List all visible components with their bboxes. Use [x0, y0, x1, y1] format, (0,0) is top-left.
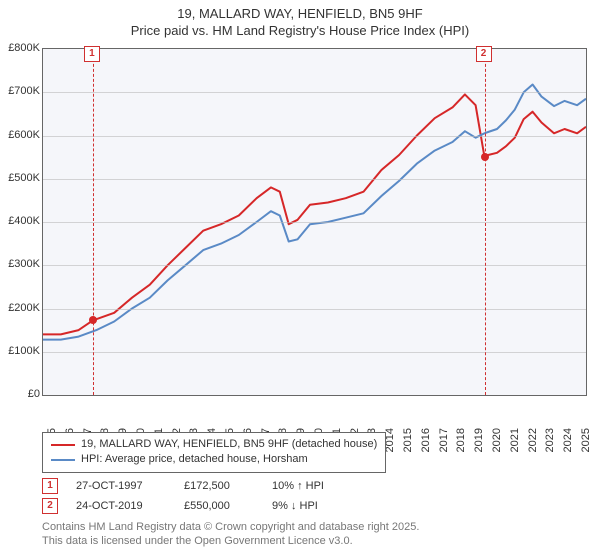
gridline — [43, 352, 586, 353]
x-tick-label: 2022 — [527, 428, 539, 452]
y-tick-label: £300K — [0, 258, 40, 270]
legend-label: 19, MALLARD WAY, HENFIELD, BN5 9HF (deta… — [81, 437, 377, 452]
gridline — [43, 92, 586, 93]
x-tick-label: 2023 — [544, 428, 556, 452]
gridline — [43, 309, 586, 310]
legend-swatch-hpi — [51, 459, 75, 461]
title-address: 19, MALLARD WAY, HENFIELD, BN5 9HF — [0, 6, 600, 23]
event-table: 1 27-OCT-1997 £172,500 10% ↑ HPI 2 24-OC… — [42, 476, 362, 516]
chart-plot-area — [42, 48, 587, 396]
title-subtitle: Price paid vs. HM Land Registry's House … — [0, 23, 600, 40]
sale-point-dot — [89, 316, 97, 324]
x-tick-label: 2021 — [509, 428, 521, 452]
y-tick-label: £100K — [0, 345, 40, 357]
x-tick-label: 2020 — [491, 428, 503, 452]
legend-label: HPI: Average price, detached house, Hors… — [81, 452, 308, 467]
event-change: 9% ↓ HPI — [272, 500, 362, 512]
x-tick-label: 2017 — [438, 428, 450, 452]
event-price: £550,000 — [184, 500, 254, 512]
event-date: 27-OCT-1997 — [76, 480, 166, 492]
gridline — [43, 179, 586, 180]
y-tick-label: £800K — [0, 42, 40, 54]
sale-point-dot — [481, 153, 489, 161]
event-row: 2 24-OCT-2019 £550,000 9% ↓ HPI — [42, 496, 362, 516]
event-marker-badge: 2 — [476, 46, 492, 62]
series-price_paid — [43, 94, 586, 334]
event-row: 1 27-OCT-1997 £172,500 10% ↑ HPI — [42, 476, 362, 496]
x-tick-label: 2018 — [455, 428, 467, 452]
attribution-line: Contains HM Land Registry data © Crown c… — [42, 520, 419, 534]
attribution-line: This data is licensed under the Open Gov… — [42, 534, 419, 548]
gridline — [43, 136, 586, 137]
event-change: 10% ↑ HPI — [272, 480, 362, 492]
event-date: 24-OCT-2019 — [76, 500, 166, 512]
event-marker-badge: 1 — [84, 46, 100, 62]
y-tick-label: £500K — [0, 172, 40, 184]
legend-swatch-price-paid — [51, 444, 75, 446]
y-tick-label: £400K — [0, 215, 40, 227]
event-marker-line — [93, 49, 94, 395]
x-tick-label: 2024 — [562, 428, 574, 452]
x-tick-label: 2019 — [473, 428, 485, 452]
event-marker-badge: 1 — [42, 478, 58, 494]
y-tick-label: £0 — [0, 388, 40, 400]
legend-row: HPI: Average price, detached house, Hors… — [51, 452, 377, 467]
event-marker-badge: 2 — [42, 498, 58, 514]
event-marker-line — [485, 49, 486, 395]
y-tick-label: £600K — [0, 129, 40, 141]
legend-box: 19, MALLARD WAY, HENFIELD, BN5 9HF (deta… — [42, 432, 386, 473]
series-hpi — [43, 85, 586, 340]
y-tick-label: £200K — [0, 302, 40, 314]
x-tick-label: 2025 — [580, 428, 592, 452]
gridline — [43, 265, 586, 266]
page-container: 19, MALLARD WAY, HENFIELD, BN5 9HF Price… — [0, 0, 600, 560]
attribution-text: Contains HM Land Registry data © Crown c… — [42, 520, 419, 549]
gridline — [43, 222, 586, 223]
event-price: £172,500 — [184, 480, 254, 492]
x-tick-label: 2015 — [402, 428, 414, 452]
legend-row: 19, MALLARD WAY, HENFIELD, BN5 9HF (deta… — [51, 437, 377, 452]
y-tick-label: £700K — [0, 85, 40, 97]
x-tick-label: 2016 — [420, 428, 432, 452]
title-block: 19, MALLARD WAY, HENFIELD, BN5 9HF Price… — [0, 0, 600, 40]
